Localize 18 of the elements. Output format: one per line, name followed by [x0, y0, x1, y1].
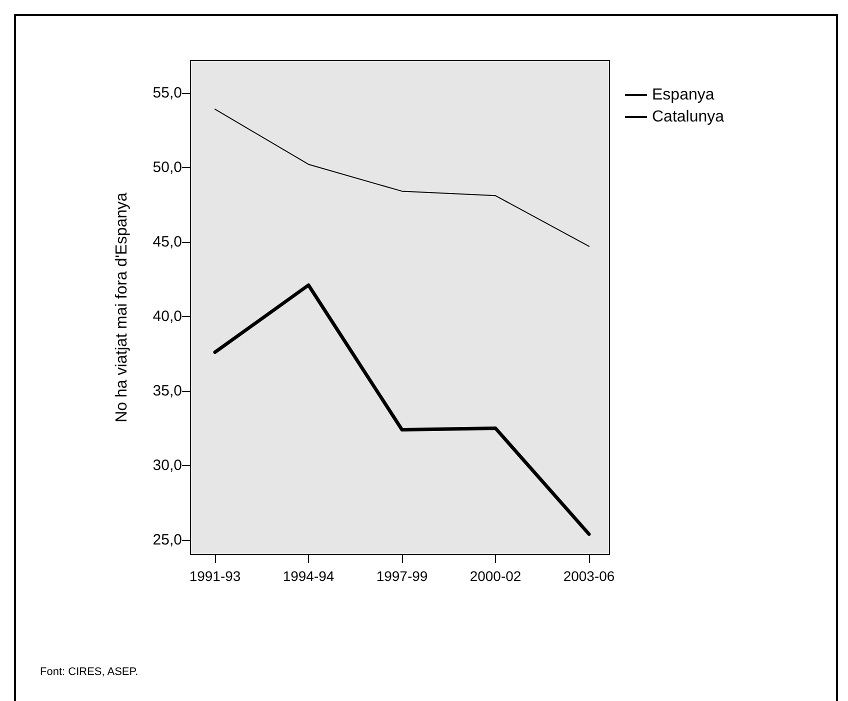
- y-tick-label: 55,0: [152, 84, 182, 102]
- legend-label: Catalunya: [652, 108, 724, 126]
- y-tick-label: 25,0: [152, 532, 182, 549]
- legend-label: Espanya: [652, 86, 714, 104]
- y-tick-label: 40,0: [152, 308, 182, 325]
- line-series: [214, 108, 590, 247]
- text: Font: CIRES, ASEP.: [40, 666, 138, 678]
- x-tick-label: 1997-99: [376, 568, 428, 584]
- y-tick-label: 30,0: [152, 457, 182, 474]
- y-tick-label: 45,0: [152, 233, 182, 250]
- x-tick-label: 1994-94: [282, 568, 334, 584]
- line-series: [213, 283, 591, 536]
- y-tick-label: 35,0: [152, 382, 182, 400]
- x-tick-label: 1991-93: [189, 568, 241, 584]
- y-tick-label: 50,0: [152, 158, 182, 176]
- x-tick-label: 2000-02: [470, 568, 522, 584]
- x-tick-label: 2003-06: [563, 568, 615, 584]
- y-axis-title: No ha viatjat mai fora d'Espanya: [114, 192, 130, 422]
